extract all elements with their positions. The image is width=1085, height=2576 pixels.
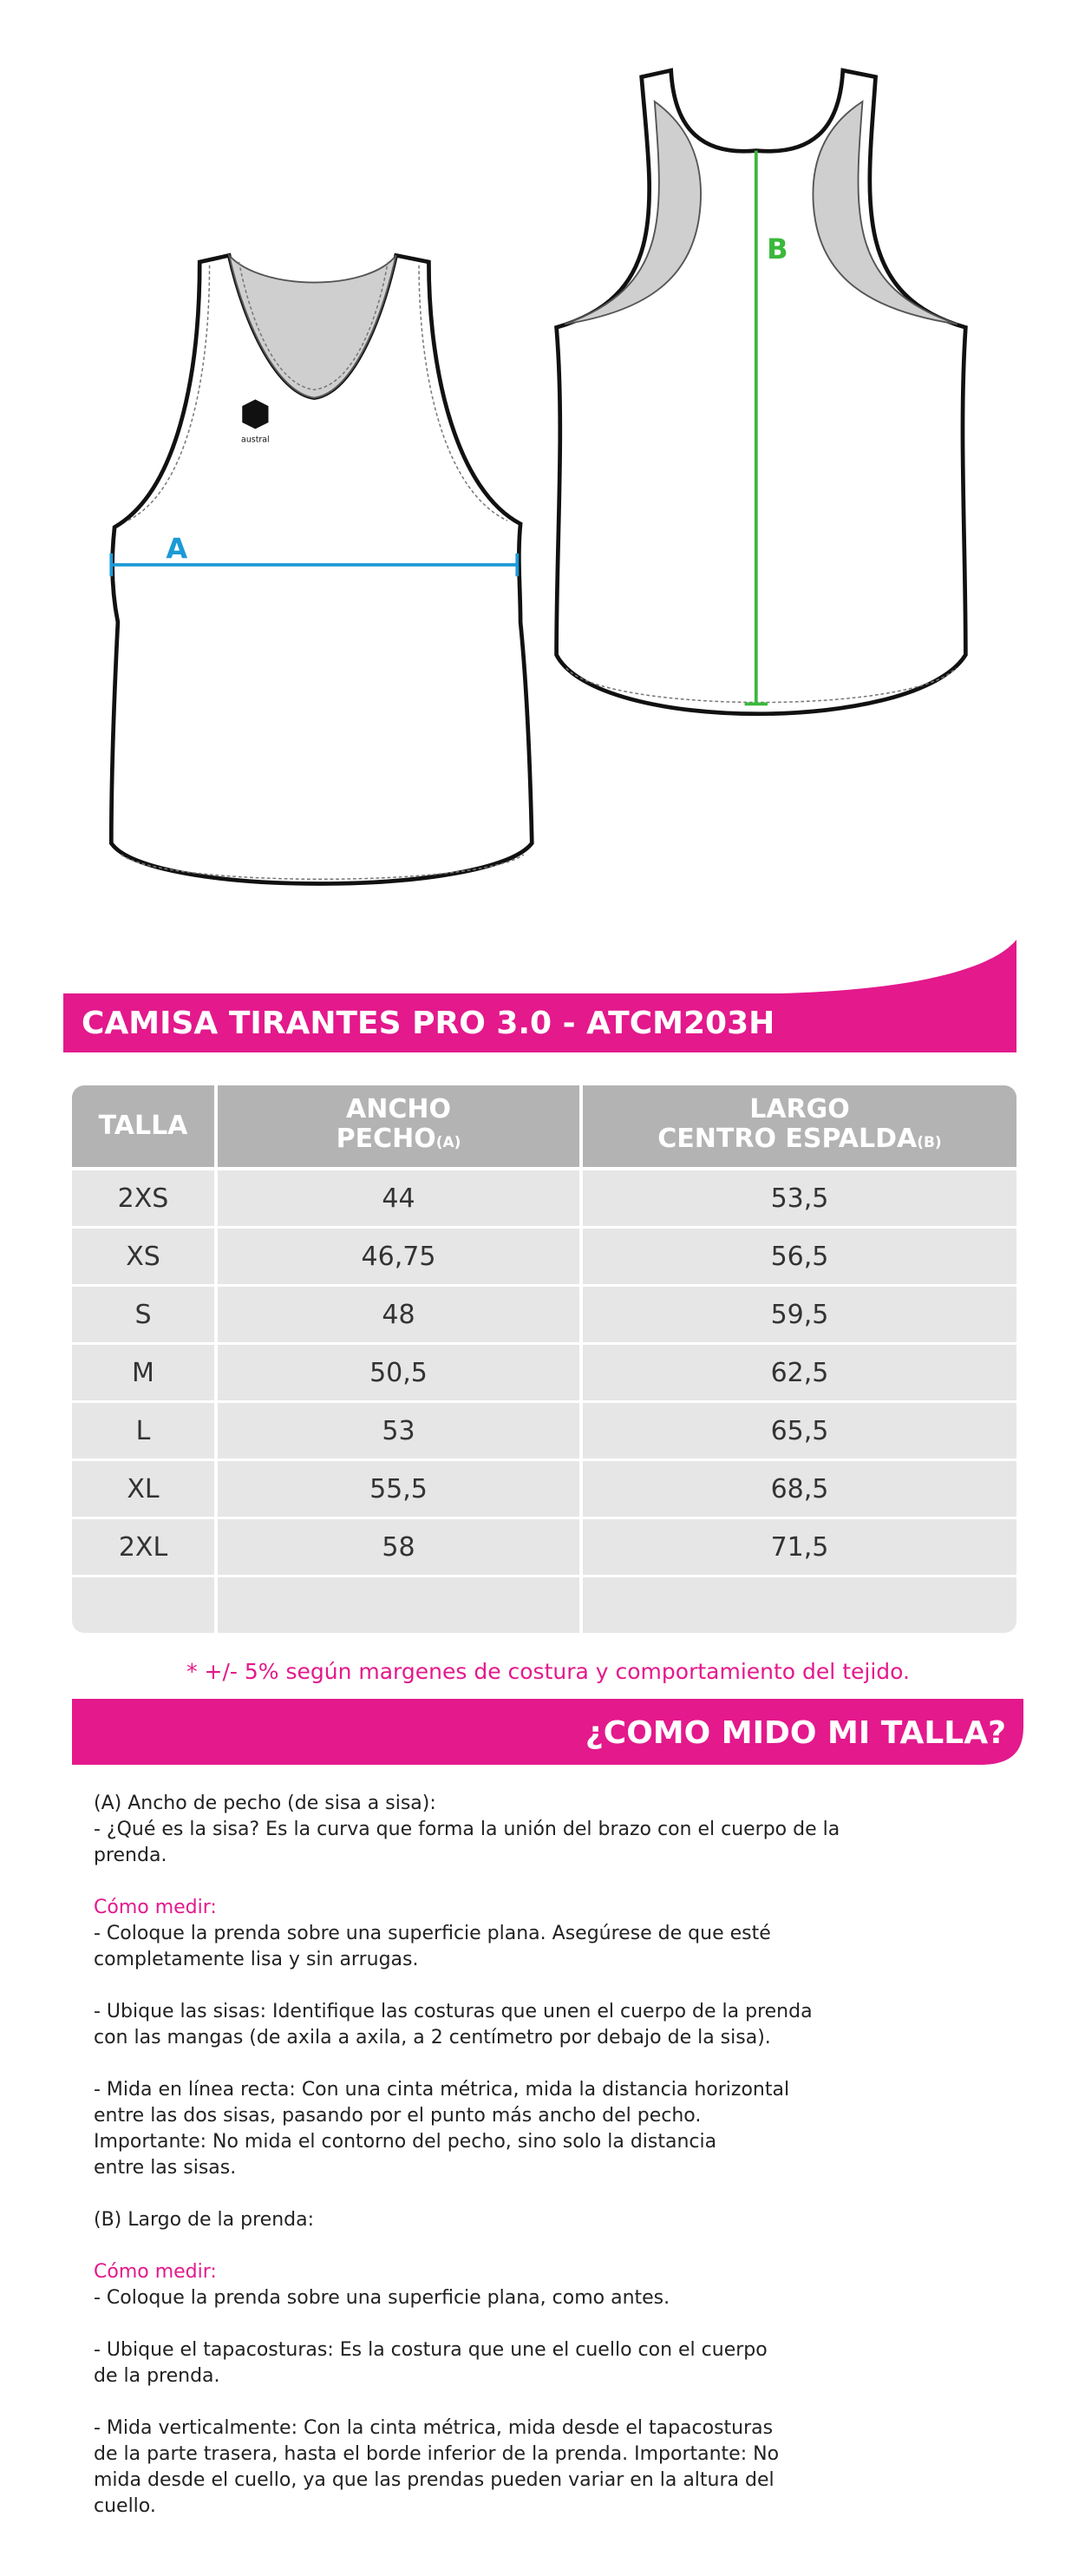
text-line: prenda. [94, 1845, 167, 1866]
table-cell [583, 1577, 1016, 1633]
instructions: (A) Ancho de pecho (de sisa a sisa): - ¿Q… [94, 1791, 840, 2546]
table-cell: 48 [218, 1287, 579, 1342]
header-text: CENTRO ESPALDA [657, 1124, 918, 1154]
header-line: ANCHO [346, 1094, 451, 1124]
text-line: - Coloque la prenda sobre una superficie… [94, 1923, 771, 1944]
table-cell: 68,5 [583, 1461, 1016, 1517]
text-line: con las mangas (de axila a axila, a 2 ce… [94, 2027, 771, 2048]
header-text: PECHO [336, 1124, 436, 1154]
text-line: Importante: No mida el contorno del pech… [94, 2131, 717, 2153]
table-cell: 53 [218, 1403, 579, 1458]
label-b: B [767, 233, 788, 265]
text-line: - Mida en línea recta: Con una cinta mét… [94, 2079, 790, 2101]
logo-mark [242, 399, 269, 429]
table-cell: 50,5 [218, 1345, 579, 1400]
header-sub: (A) [435, 1134, 461, 1151]
logo-text: austral [241, 435, 270, 444]
header-cell: LARGO CENTRO ESPALDA(B) [583, 1085, 1016, 1167]
header-line: PECHO(A) [337, 1124, 461, 1157]
table-cell: M [72, 1345, 214, 1400]
header-cell: TALLA [72, 1085, 214, 1167]
table-cell: 2XL [72, 1519, 214, 1575]
text-line: (A) Ancho de pecho (de sisa a sisa): [94, 1793, 436, 1814]
table-cell: 2XS [72, 1170, 214, 1226]
table-cell: 58 [218, 1519, 579, 1575]
text-line: - Ubique las sisas: Identifique las cost… [94, 2001, 813, 2022]
paragraph: - Mida verticalmente: Con la cinta métri… [94, 2415, 840, 2520]
table-cell [218, 1577, 579, 1633]
note: * +/- 5% según margenes de costura y com… [186, 1659, 910, 1684]
paragraph: - Ubique las sisas: Identifique las cost… [94, 1999, 840, 2051]
text-line: mida desde el cuello, ya que las prendas… [94, 2469, 775, 2491]
text-line: - Ubique el tapacosturas: Es la costura … [94, 2339, 768, 2361]
text-line: entre las dos sisas, pasando por el punt… [94, 2105, 702, 2127]
back-shirt [554, 68, 968, 716]
text-line: - Coloque la prenda sobre una superficie… [94, 2287, 670, 2309]
product-title: CAMISA TIRANTES PRO 3.0 - ATCM203H [82, 1006, 775, 1041]
stitch [238, 261, 389, 390]
text-line: (B) Largo de la prenda: [94, 2209, 315, 2231]
shirts: austral A B [108, 68, 968, 886]
front-neck [227, 252, 397, 399]
label-a: A [166, 532, 187, 565]
paragraph: (A) Ancho de pecho (de sisa a sisa): - ¿Q… [94, 1791, 840, 1869]
table-cell: 44 [218, 1170, 579, 1226]
table-cell: 71,5 [583, 1519, 1016, 1575]
text-line: de la prenda. [94, 2365, 220, 2387]
table-cell: 46,75 [218, 1229, 579, 1284]
text-line: - Mida verticalmente: Con la cinta métri… [94, 2417, 774, 2439]
table-cell: 62,5 [583, 1345, 1016, 1400]
table-cell: XS [72, 1229, 214, 1284]
header-sub: (B) [917, 1134, 942, 1151]
table-cell: S [72, 1287, 214, 1342]
header-cell: ANCHO PECHO(A) [218, 1085, 579, 1167]
subheading: Cómo medir: [94, 1897, 217, 1918]
paragraph: Cómo medir: - Coloque la prenda sobre una… [94, 1895, 840, 1973]
table-cell: 56,5 [583, 1229, 1016, 1284]
paragraph: Cómo medir: - Coloque la prenda sobre una… [94, 2259, 840, 2311]
header-line: TALLA [98, 1111, 188, 1141]
text-line: cuello. [94, 2495, 156, 2517]
back-inner-right [812, 100, 958, 325]
header-line: CENTRO ESPALDA(B) [657, 1124, 941, 1157]
table-cell [72, 1577, 214, 1633]
subheading: Cómo medir: [94, 2261, 217, 2283]
graphics: austral A B CAMISA TIRANTES PRO 3.0 - AT… [63, 68, 1023, 1765]
stitch [121, 265, 525, 881]
table-cell: 55,5 [218, 1461, 579, 1517]
table-cell: XL [72, 1461, 214, 1517]
guide-band [72, 1699, 1023, 1765]
paragraph: (B) Largo de la prenda: [94, 2207, 840, 2233]
table-cell: L [72, 1403, 214, 1458]
back-inner-left [564, 100, 702, 325]
table-cell: 65,5 [583, 1403, 1016, 1458]
title-band [63, 940, 1016, 1052]
table-cell: 59,5 [583, 1287, 1016, 1342]
text-line: - ¿Qué es la sisa? Es la curva que forma… [94, 1819, 840, 1840]
stitch [565, 667, 957, 704]
guide-title: ¿COMO MIDO MI TALLA? [585, 1715, 1006, 1751]
paragraph: - Mida en línea recta: Con una cinta mét… [94, 2077, 840, 2181]
text-line: entre las sisas. [94, 2157, 237, 2179]
paragraph: - Ubique el tapacosturas: Es la costura … [94, 2337, 840, 2389]
table-cell: 53,5 [583, 1170, 1016, 1226]
header-line: LARGO [749, 1094, 850, 1124]
text-line: de la parte trasera, hasta el borde infe… [94, 2443, 780, 2465]
text-line: completamente lisa y sin arrugas. [94, 1949, 419, 1970]
